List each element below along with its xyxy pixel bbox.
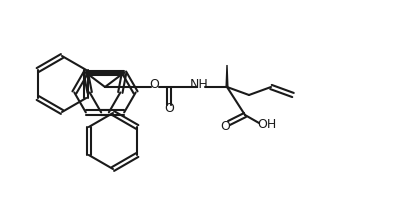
Text: OH: OH <box>257 119 277 131</box>
Text: O: O <box>220 121 230 134</box>
Text: NH: NH <box>190 79 208 92</box>
Text: O: O <box>149 79 159 92</box>
Text: O: O <box>164 102 174 116</box>
Polygon shape <box>226 65 228 87</box>
